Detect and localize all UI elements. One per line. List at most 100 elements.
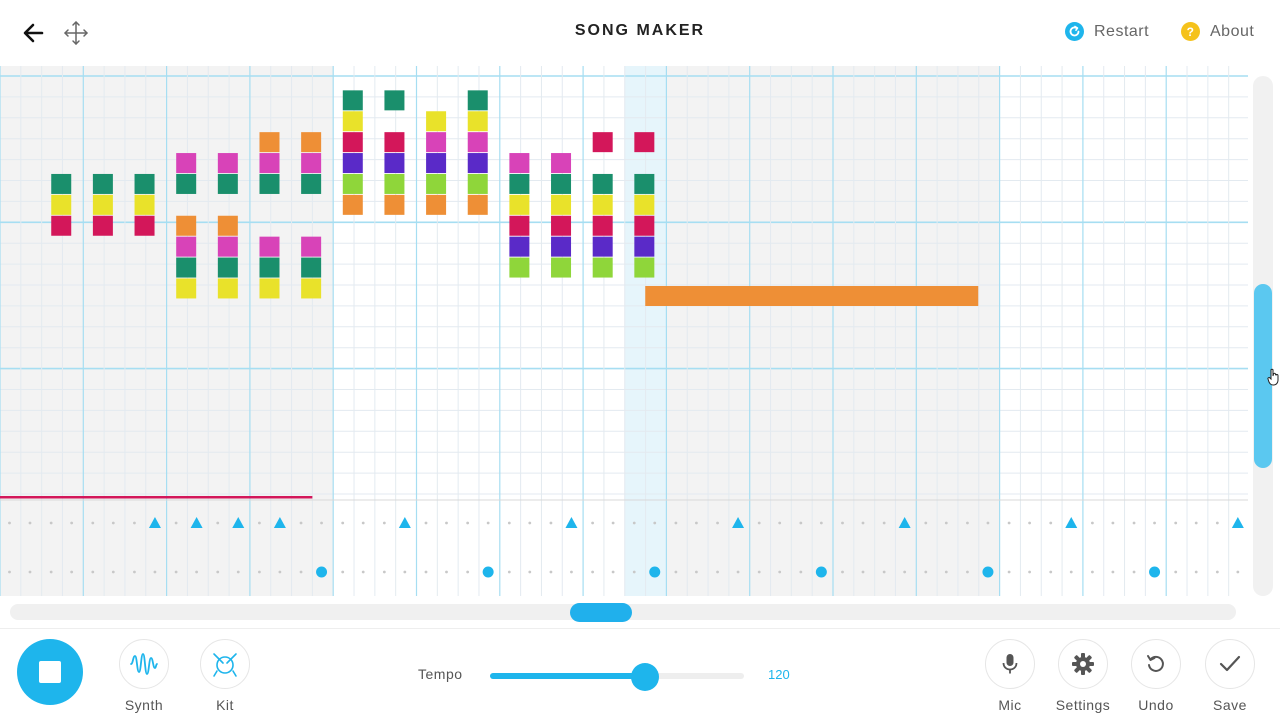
mic-button[interactable]: Mic [975, 639, 1045, 713]
percussion-empty-dot[interactable] [111, 521, 115, 525]
percussion-triangle[interactable] [398, 517, 411, 528]
percussion-empty-dot[interactable] [632, 570, 636, 574]
percussion-empty-dot[interactable] [174, 570, 178, 574]
percussion-empty-dot[interactable] [716, 570, 719, 574]
percussion-empty-dot[interactable] [28, 521, 32, 525]
percussion-triangle[interactable] [190, 517, 203, 528]
note-pink[interactable] [426, 132, 447, 153]
percussion-circle[interactable] [1149, 566, 1161, 578]
percussion-empty-dot[interactable] [361, 570, 365, 574]
note-yellow[interactable] [509, 194, 530, 215]
percussion-empty-dot[interactable] [299, 521, 303, 525]
percussion-triangle[interactable] [273, 517, 286, 528]
percussion-empty-dot[interactable] [216, 570, 220, 574]
note-lime[interactable] [551, 257, 572, 278]
percussion-empty-dot[interactable] [611, 521, 615, 525]
note-red[interactable] [51, 215, 72, 236]
percussion-empty-dot[interactable] [757, 570, 761, 574]
percussion-empty-dot[interactable] [653, 521, 657, 525]
percussion-empty-dot[interactable] [111, 570, 115, 574]
tempo-slider[interactable] [490, 663, 744, 691]
percussion-empty-dot[interactable] [903, 570, 907, 574]
percussion-triangle[interactable] [898, 517, 911, 528]
percussion-empty-dot[interactable] [841, 570, 844, 574]
percussion-empty-dot[interactable] [403, 570, 407, 574]
percussion-circle[interactable] [815, 566, 827, 578]
percussion-empty-dot[interactable] [258, 570, 261, 574]
percussion-empty-dot[interactable] [819, 521, 823, 525]
percussion-empty-dot[interactable] [1091, 570, 1094, 574]
percussion-empty-dot[interactable] [695, 570, 698, 574]
percussion-empty-dot[interactable] [944, 570, 948, 574]
note-red[interactable] [634, 132, 655, 153]
percussion-empty-dot[interactable] [674, 521, 678, 525]
note-green[interactable] [342, 90, 363, 111]
percussion-empty-dot[interactable] [320, 521, 323, 525]
percussion-empty-dot[interactable] [1049, 521, 1053, 525]
percussion-empty-dot[interactable] [841, 521, 844, 525]
percussion-empty-dot[interactable] [966, 521, 969, 525]
note-green[interactable] [134, 173, 155, 194]
note-green[interactable] [259, 173, 280, 194]
note-yellow[interactable] [634, 194, 655, 215]
note-yellow[interactable] [426, 111, 447, 132]
note-red[interactable] [634, 215, 655, 236]
note-green[interactable] [259, 257, 280, 278]
percussion-empty-dot[interactable] [507, 521, 511, 525]
percussion-empty-dot[interactable] [1236, 570, 1240, 574]
percussion-empty-dot[interactable] [70, 521, 74, 525]
percussion-empty-dot[interactable] [299, 570, 303, 574]
note-orange[interactable] [384, 194, 405, 215]
percussion-empty-dot[interactable] [486, 521, 490, 525]
note-orange[interactable] [301, 132, 322, 153]
note-orange[interactable] [426, 194, 447, 215]
percussion-empty-dot[interactable] [258, 521, 261, 525]
note-yellow[interactable] [259, 278, 280, 299]
percussion-triangle[interactable] [1231, 517, 1244, 528]
percussion-empty-dot[interactable] [591, 521, 594, 525]
percussion-empty-dot[interactable] [924, 521, 928, 525]
percussion-empty-dot[interactable] [1174, 570, 1178, 574]
note-yellow[interactable] [217, 278, 238, 299]
percussion-empty-dot[interactable] [8, 570, 11, 574]
percussion-empty-dot[interactable] [49, 570, 53, 574]
percussion-empty-dot[interactable] [778, 570, 782, 574]
note-pink[interactable] [217, 236, 238, 257]
percussion-empty-dot[interactable] [528, 570, 532, 574]
percussion-empty-dot[interactable] [799, 570, 803, 574]
percussion-circle[interactable] [982, 566, 994, 578]
percussion-empty-dot[interactable] [528, 521, 532, 525]
note-pink[interactable] [301, 236, 322, 257]
move-button[interactable] [60, 16, 92, 50]
percussion-empty-dot[interactable] [1215, 570, 1219, 574]
percussion-empty-dot[interactable] [632, 521, 636, 525]
percussion-empty-dot[interactable] [466, 570, 470, 574]
note-pink[interactable] [259, 153, 280, 174]
note-yellow[interactable] [51, 194, 72, 215]
percussion-empty-dot[interactable] [174, 521, 178, 525]
percussion-empty-dot[interactable] [445, 521, 448, 525]
percussion-empty-dot[interactable] [549, 570, 553, 574]
note-yellow[interactable] [92, 194, 113, 215]
percussion-empty-dot[interactable] [382, 521, 386, 525]
percussion-empty-dot[interactable] [341, 521, 345, 525]
percussion-empty-dot[interactable] [195, 570, 199, 574]
settings-button[interactable]: Settings [1048, 639, 1118, 713]
note-pink[interactable] [301, 153, 322, 174]
note-green[interactable] [176, 173, 197, 194]
percussion-empty-dot[interactable] [1111, 521, 1115, 525]
percussion-empty-dot[interactable] [1028, 570, 1031, 574]
note-purple[interactable] [551, 236, 572, 257]
percussion-empty-dot[interactable] [1153, 521, 1156, 525]
horizontal-scrollbar-thumb[interactable] [570, 603, 632, 622]
note-red[interactable] [592, 215, 613, 236]
note-yellow[interactable] [551, 194, 572, 215]
percussion-empty-dot[interactable] [611, 570, 615, 574]
sequencer-canvas[interactable] [0, 66, 1248, 596]
percussion-empty-dot[interactable] [382, 570, 386, 574]
percussion-empty-dot[interactable] [49, 521, 53, 525]
percussion-empty-dot[interactable] [736, 570, 740, 574]
percussion-empty-dot[interactable] [91, 570, 95, 574]
percussion-empty-dot[interactable] [8, 521, 11, 525]
percussion-empty-dot[interactable] [153, 570, 157, 574]
